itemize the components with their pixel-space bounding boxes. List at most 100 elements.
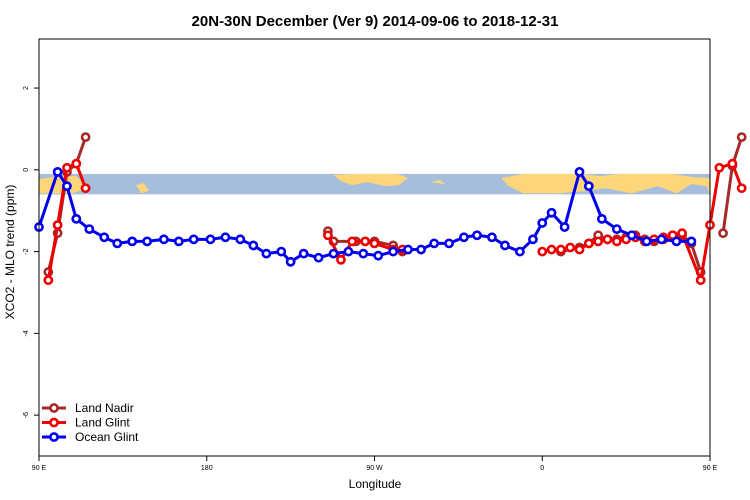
data-point [276,246,287,257]
data-point [285,256,296,267]
data-point [235,234,246,245]
y-tick-label: 2 [23,86,30,90]
data-point [261,248,272,259]
data-point [565,242,576,253]
data-point [727,158,738,169]
data-point [583,181,594,192]
data-point [298,248,309,259]
chart-title: 20N-30N December (Ver 9) 2014-09-06 to 2… [192,13,559,30]
data-point [429,238,440,249]
series-ocean-glint [34,166,697,267]
data-point [546,207,557,218]
data-point [574,244,585,255]
data-point [714,162,725,173]
data-point [537,246,548,257]
legend-label: Land Nadir [75,401,134,415]
data-point [373,250,384,261]
x-tick-label: 180 [201,465,213,472]
legend-label: Land Glint [75,416,130,430]
data-point [537,218,548,228]
data-point [328,248,339,259]
y-axis-label: XCO2 - MLO trend (ppm) [3,185,17,320]
data-point [416,244,426,255]
data-point [596,213,607,224]
data-point [84,224,95,235]
data-point [127,236,138,247]
data-point [62,181,72,192]
data-point [99,232,110,243]
data-point [546,244,557,255]
data-point [677,228,687,239]
x-axis-label: Longitude [349,477,402,491]
x-tick-label: 90 E [703,465,718,472]
data-point [583,238,594,249]
data-point [248,240,259,251]
data-point [369,238,380,249]
map-land [135,183,149,194]
legend-marker [49,403,59,413]
map-land [501,173,710,194]
data-point [718,228,728,239]
legend-marker [49,432,59,442]
data-point [343,246,354,257]
data-point [62,162,72,173]
data-point [388,246,399,257]
data-point [360,236,371,247]
data-point [336,254,346,265]
x-tick-label: 90 W [366,465,383,472]
data-point [472,230,482,241]
data-point [188,234,199,245]
data-point [459,232,469,243]
data-point [487,232,497,243]
legend-marker [49,417,59,428]
y-tick-label: -6 [23,412,30,418]
data-point [158,234,169,245]
data-point [500,240,510,251]
data-point [444,238,454,249]
data-point [686,236,697,247]
data-point [313,252,324,263]
data-point [142,236,153,247]
data-point [641,236,652,247]
plot-frame [38,38,711,457]
data-point [611,236,622,247]
data-point [574,166,585,177]
data-point [403,244,413,255]
data-point [555,244,566,255]
data-point [736,183,747,194]
x-tick-label: 0 [540,465,544,472]
data-point [220,232,231,243]
data-point [323,230,333,241]
data-point [736,132,747,143]
data-point [358,248,369,259]
legend-label: Ocean Glint [75,430,139,444]
data-point [71,213,82,224]
data-point [173,236,184,247]
data-point [671,236,682,247]
data-point [656,234,667,245]
data-point [626,230,637,241]
data-point [52,166,63,177]
data-point [80,132,91,143]
data-point [602,234,613,245]
data-point [43,275,54,286]
data-point [80,183,91,194]
data-point [559,222,570,232]
map-land [333,173,409,187]
map-strip [39,173,710,195]
data-point [611,224,622,235]
series-layer [34,132,747,286]
data-point [514,246,525,257]
data-point [347,236,358,247]
data-point [112,238,123,249]
data-point [528,234,538,245]
y-tick-label: -2 [23,248,30,254]
data-point [695,275,706,286]
y-tick-label: 0 [23,168,30,172]
axes: 90 E 180 90 W 0 90 E 2 0 -2 -4 -6 [23,86,718,472]
data-point [205,234,216,245]
data-point [52,220,63,230]
map-land [430,180,446,185]
